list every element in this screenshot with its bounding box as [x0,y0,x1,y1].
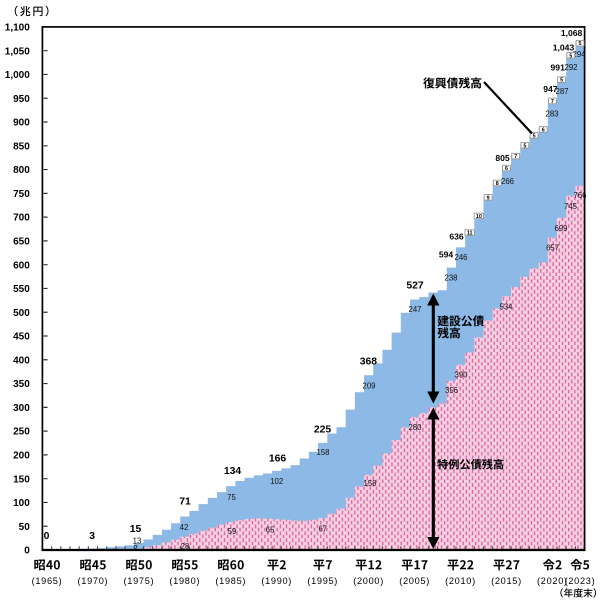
svg-text:0: 0 [44,531,50,542]
svg-text:10: 10 [476,214,482,220]
svg-text:390: 390 [454,370,468,379]
svg-text:750: 750 [13,189,30,200]
svg-text:280: 280 [408,423,422,432]
svg-text:150: 150 [13,474,30,485]
svg-text:(1985): (1985) [215,576,246,586]
svg-text:292: 292 [564,63,577,72]
svg-text:(1970): (1970) [78,576,109,586]
svg-text:1,043: 1,043 [553,43,575,53]
svg-text:2: 2 [133,544,137,553]
svg-text:1,050: 1,050 [5,46,30,57]
svg-text:75: 75 [227,493,236,502]
svg-text:65: 65 [266,525,275,534]
svg-text:6: 6 [542,127,545,133]
svg-text:534: 534 [499,302,513,311]
svg-text:250: 250 [13,427,30,438]
svg-text:(1980): (1980) [169,576,200,586]
svg-text:(2000): (2000) [353,576,384,586]
svg-text:600: 600 [13,260,30,271]
svg-text:158: 158 [316,448,329,457]
svg-text:7: 7 [551,99,554,105]
svg-text:550: 550 [13,284,30,295]
svg-text:(2010): (2010) [445,576,476,586]
svg-text:5: 5 [533,133,536,139]
svg-text:(2005): (2005) [399,576,430,586]
svg-text:594: 594 [439,250,454,260]
svg-text:700: 700 [13,213,30,224]
svg-text:800: 800 [13,165,30,176]
svg-text:9: 9 [487,195,490,201]
svg-text:50: 50 [19,522,31,533]
svg-text:100: 100 [13,498,30,509]
svg-text:266: 266 [501,177,514,186]
svg-text:636: 636 [449,232,464,242]
svg-text:6: 6 [505,166,508,172]
svg-text:134: 134 [224,466,242,477]
svg-text:200: 200 [13,451,30,462]
svg-text:766: 766 [573,191,586,200]
svg-text:1,100: 1,100 [5,23,30,34]
svg-text:246: 246 [454,253,467,262]
svg-text:350: 350 [13,379,30,390]
svg-text:67: 67 [318,524,327,533]
svg-text:657: 657 [546,243,559,252]
svg-text:400: 400 [13,355,30,366]
svg-text:13: 13 [133,536,142,545]
svg-text:8: 8 [496,181,499,187]
svg-text:5: 5 [579,41,582,47]
svg-text:42: 42 [180,523,189,532]
svg-text:356: 356 [445,386,458,395]
svg-text:225: 225 [314,425,332,436]
svg-text:5: 5 [523,143,526,149]
svg-text:850: 850 [13,141,30,152]
svg-text:(2023): (2023) [565,576,596,586]
svg-text:450: 450 [13,332,30,343]
svg-text:3: 3 [89,531,95,542]
svg-text:166: 166 [269,454,287,465]
svg-text:745: 745 [564,202,578,211]
svg-text:(1975): (1975) [124,576,155,586]
svg-text:(1965): (1965) [32,576,63,586]
svg-text:102: 102 [270,477,283,486]
svg-text:900: 900 [13,118,30,129]
svg-text:71: 71 [179,497,191,508]
svg-text:287: 287 [555,87,568,96]
svg-text:650: 650 [13,237,30,248]
svg-text:(2015): (2015) [491,576,522,586]
svg-text:158: 158 [363,479,376,488]
svg-text:28: 28 [181,542,190,551]
svg-text:11: 11 [467,231,473,237]
svg-text:1,068: 1,068 [561,28,583,38]
svg-text:699: 699 [554,224,567,233]
svg-text:7: 7 [514,154,517,160]
svg-text:527: 527 [406,281,424,292]
svg-text:247: 247 [408,305,421,314]
svg-text:947: 947 [543,84,558,94]
svg-text:368: 368 [360,357,378,368]
svg-text:500: 500 [13,308,30,319]
svg-text:238: 238 [444,273,457,282]
svg-text:(1995): (1995) [307,576,338,586]
svg-text:294: 294 [572,50,586,59]
svg-text:5: 5 [560,78,563,84]
svg-text:209: 209 [362,381,375,390]
svg-text:(1990): (1990) [261,576,292,586]
svg-text:950: 950 [13,94,30,105]
svg-text:991: 991 [551,63,566,73]
svg-text:(2020): (2020) [537,576,568,586]
svg-text:0: 0 [24,546,30,557]
svg-text:59: 59 [228,527,237,536]
svg-text:300: 300 [13,403,30,414]
svg-text:1,000: 1,000 [5,70,30,81]
svg-text:15: 15 [130,524,142,535]
svg-text:805: 805 [495,153,510,163]
svg-text:5: 5 [569,53,572,59]
svg-text:283: 283 [545,109,558,118]
